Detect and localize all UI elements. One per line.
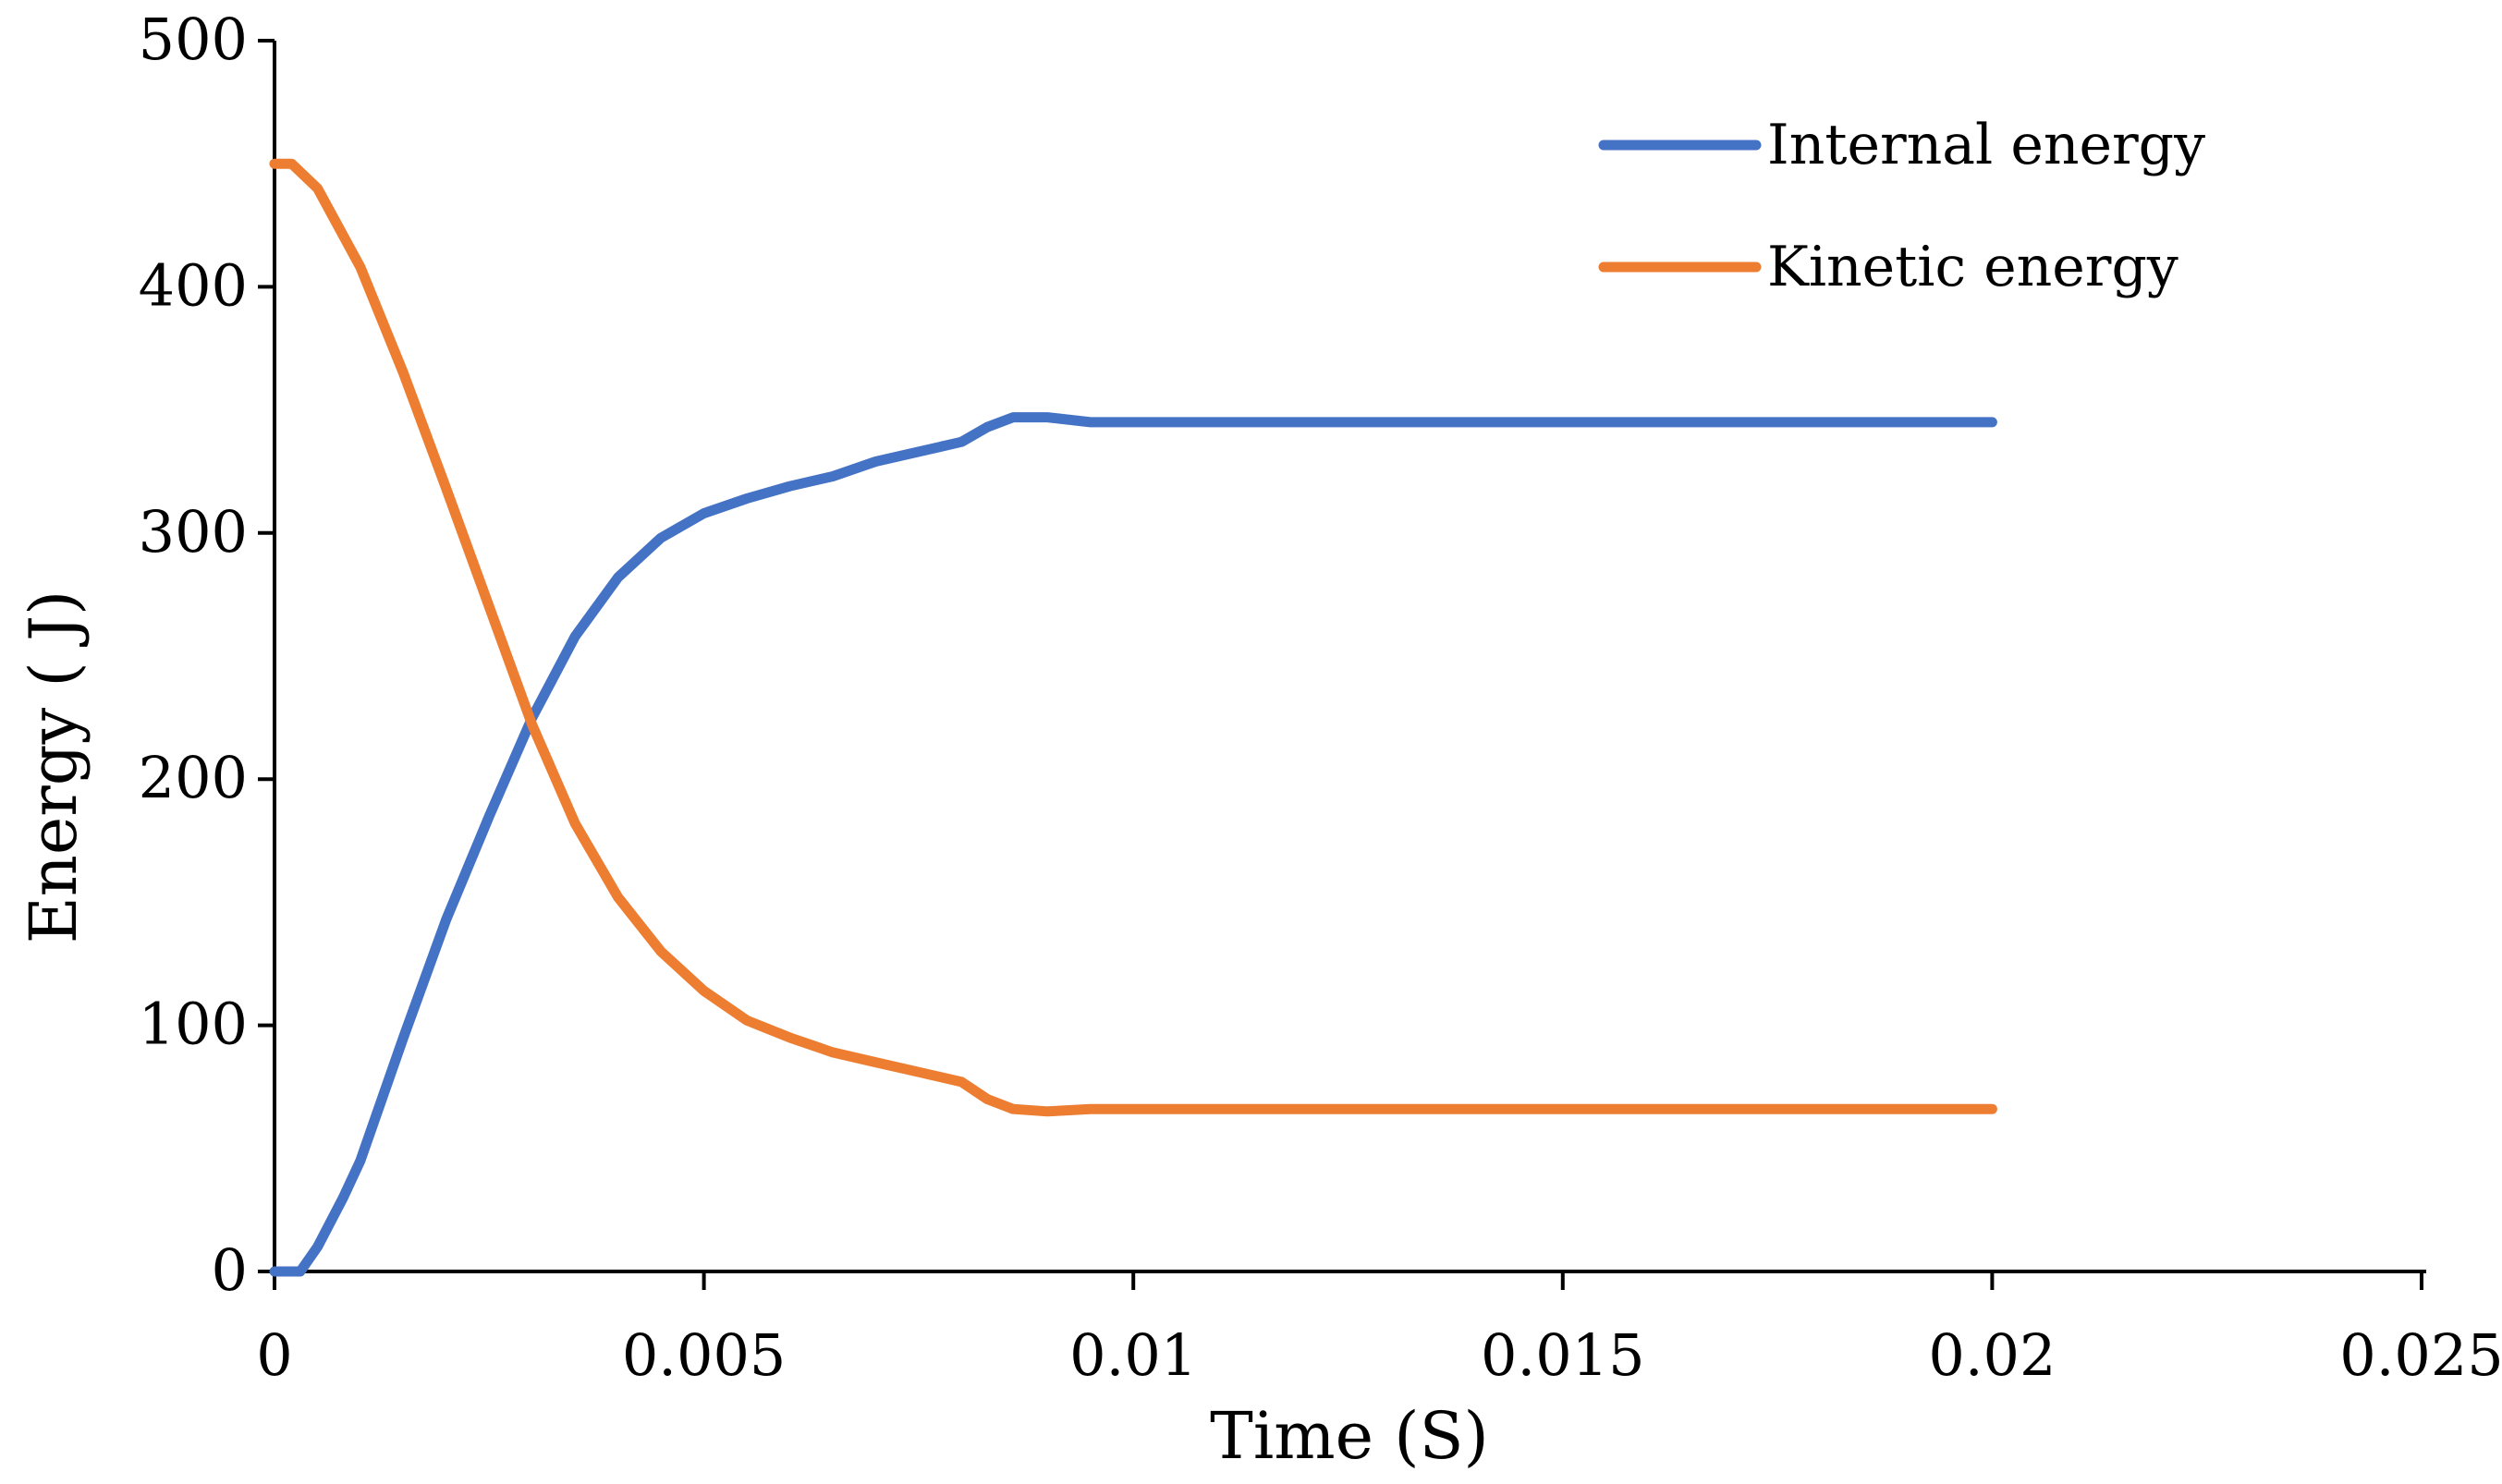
y-tick-label: 500: [139, 6, 248, 73]
x-tick-label: 0.015: [1481, 1321, 1645, 1389]
y-tick-label: 400: [139, 251, 248, 319]
y-tick-label: 0: [212, 1236, 248, 1304]
y-tick-label: 300: [139, 498, 248, 566]
plot-area: 0 100 200 300 400 500 0 0.005 0.01 0.015 0.02 0.02…: [139, 6, 2502, 1389]
x-tick-label: 0: [256, 1321, 292, 1389]
legend-label: Internal energy: [1767, 113, 2205, 177]
y-ticks: 0 100 200 300 400 500: [139, 6, 275, 1304]
series-line-kinetic-energy: [269, 158, 1997, 1117]
x-tick-label: 0.005: [622, 1321, 787, 1389]
y-axis-title: Energy ( J): [16, 590, 92, 944]
series-lines: [269, 158, 1997, 1277]
x-tick-label: 0.02: [1928, 1321, 2056, 1389]
series-line-internal-energy: [269, 412, 1997, 1277]
x-tick-label: 0.025: [2339, 1321, 2502, 1389]
legend: Internal energy Kinetic energy: [1598, 113, 2205, 299]
x-ticks: 0 0.005 0.01 0.015 0.02 0.025: [256, 1271, 2502, 1389]
x-tick-label: 0.01: [1069, 1321, 1197, 1389]
y-tick-label: 100: [139, 991, 248, 1058]
x-axis-title: Time (S): [1210, 1398, 1489, 1474]
y-tick-label: 200: [139, 744, 248, 811]
legend-label: Kinetic energy: [1767, 235, 2179, 299]
